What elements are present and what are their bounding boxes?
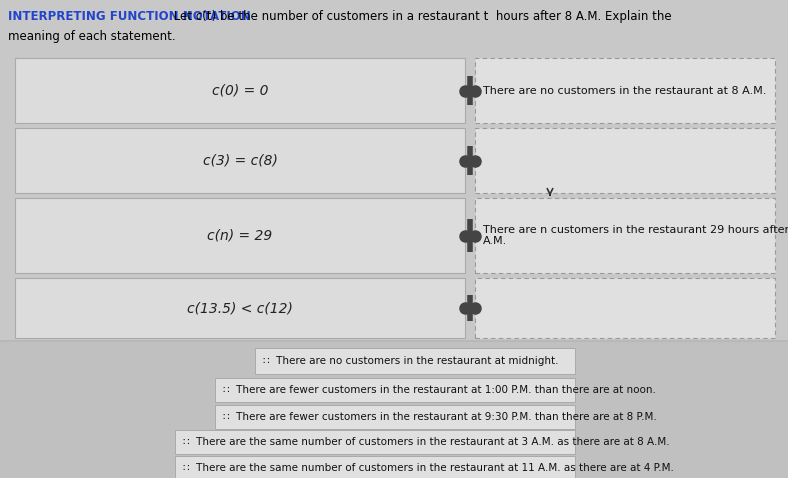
Text: c(0) = 0: c(0) = 0 [212,84,268,98]
Bar [175,430,575,454]
Text: ∷  There are fewer customers in the restaurant at 1:00 P.M. than there are at no: ∷ There are fewer customers in the resta… [223,385,656,395]
Text: Let c(t) be the number of customers in a restaurant t  hours after 8 A.M. Explai: Let c(t) be the number of customers in a… [170,10,671,23]
Bar [255,348,575,374]
Bar [475,198,775,273]
Text: meaning of each statement.: meaning of each statement. [8,30,176,43]
Text: There are n customers in the restaurant 29 hours after 8
A.M.: There are n customers in the restaurant … [483,225,788,246]
Bar [175,456,575,478]
Text: c(3) = c(8): c(3) = c(8) [203,153,277,167]
Text: There are no customers in the restaurant at 8 A.M.: There are no customers in the restaurant… [483,86,767,96]
Bar [475,128,775,193]
Bar [15,128,465,193]
Bar [15,198,465,273]
Text: ∷  There are fewer customers in the restaurant at 9:30 P.M. than there are at 8 : ∷ There are fewer customers in the resta… [223,412,656,422]
Text: INTERPRETING FUNCTION NOTATION: INTERPRETING FUNCTION NOTATION [8,10,251,23]
Bar [475,58,775,123]
Bar [15,58,465,123]
Text: c(13.5) < c(12): c(13.5) < c(12) [187,301,293,315]
Bar [15,278,465,338]
Text: ∷  There are the same number of customers in the restaurant at 11 A.M. as there : ∷ There are the same number of customers… [183,463,674,473]
Bar [475,278,775,338]
Text: ∷  There are no customers in the restaurant at midnight.: ∷ There are no customers in the restaura… [263,356,559,366]
Bar [215,405,575,429]
Text: ∷  There are the same number of customers in the restaurant at 3 A.M. as there a: ∷ There are the same number of customers… [183,437,670,447]
Bar [215,378,575,402]
Bar [0,0,788,52]
Bar [0,342,788,478]
Bar [0,52,788,340]
Text: c(n) = 29: c(n) = 29 [207,228,273,242]
